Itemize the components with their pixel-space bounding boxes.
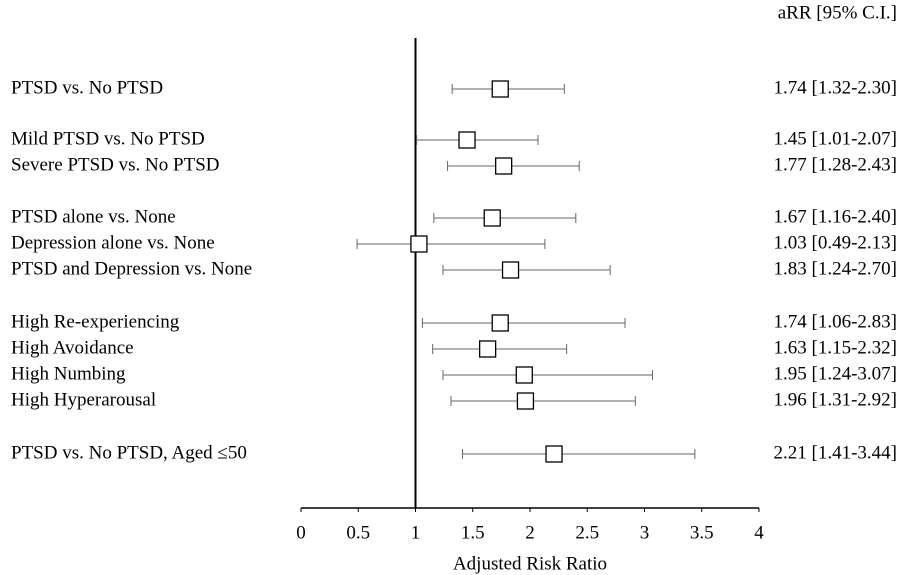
x-tick-label: 0.5	[346, 522, 370, 543]
x-tick-label: 4	[754, 522, 764, 543]
value-label: 1.83 [1.24-2.70]	[774, 258, 897, 279]
x-tick-label: 1	[411, 522, 421, 543]
x-tick-label: 3.5	[690, 522, 714, 543]
x-axis-label: Adjusted Risk Ratio	[453, 553, 607, 574]
value-label: 1.03 [0.49-2.13]	[774, 232, 897, 253]
value-label: 1.77 [1.28-2.43]	[774, 154, 897, 175]
x-tick-label: 0	[296, 522, 306, 543]
value-label: 1.74 [1.06-2.83]	[774, 311, 897, 332]
value-label: 2.21 [1.41-3.44]	[774, 442, 897, 463]
value-label: 1.45 [1.01-2.07]	[774, 128, 897, 149]
row-label: Severe PTSD vs. No PTSD	[11, 154, 219, 175]
row-label: Mild PTSD vs. No PTSD	[11, 128, 205, 149]
value-label: 1.67 [1.16-2.40]	[774, 206, 897, 227]
estimate-box	[491, 314, 509, 332]
estimate-box	[501, 261, 520, 279]
row-label: PTSD vs. No PTSD, Aged ≤50	[11, 442, 247, 463]
estimate-box	[515, 366, 533, 384]
row-label: High Avoidance	[11, 337, 134, 358]
estimate-box	[516, 392, 535, 410]
row-label: PTSD vs. No PTSD	[11, 77, 163, 98]
row-label: High Re-experiencing	[11, 311, 180, 332]
value-label: 1.95 [1.24-3.07]	[774, 363, 897, 384]
value-label: 1.96 [1.31-2.92]	[774, 389, 897, 410]
estimate-box	[495, 157, 513, 175]
estimate-box	[458, 131, 476, 149]
row-label: PTSD and Depression vs. None	[11, 258, 252, 279]
row-label: High Numbing	[11, 363, 126, 384]
estimate-box	[478, 340, 497, 358]
x-tick-label: 2	[525, 522, 535, 543]
estimate-box	[545, 445, 563, 463]
value-label: 1.63 [1.15-2.32]	[774, 337, 897, 358]
row-label: Depression alone vs. None	[11, 232, 215, 253]
value-header: aRR [95% C.I.]	[778, 2, 897, 23]
estimate-box	[491, 80, 509, 98]
row-label: High Hyperarousal	[11, 389, 156, 410]
x-tick-label: 2.5	[575, 522, 599, 543]
x-tick-label: 1.5	[461, 522, 485, 543]
row-label: PTSD alone vs. None	[11, 206, 176, 227]
estimate-box	[410, 235, 428, 253]
x-tick-label: 3	[640, 522, 650, 543]
value-label: 1.74 [1.32-2.30]	[774, 77, 897, 98]
estimate-box	[483, 209, 501, 227]
